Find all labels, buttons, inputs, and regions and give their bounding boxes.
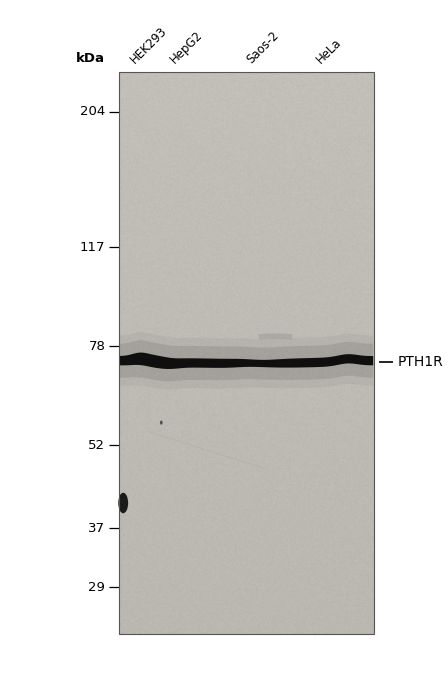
Polygon shape	[120, 340, 373, 382]
Text: kDa: kDa	[76, 52, 105, 65]
Text: Saos-2: Saos-2	[244, 29, 281, 66]
Ellipse shape	[118, 493, 128, 513]
Text: 117: 117	[80, 240, 105, 253]
Ellipse shape	[160, 421, 163, 425]
Text: HEK293: HEK293	[127, 25, 169, 66]
Polygon shape	[120, 332, 373, 390]
Text: 204: 204	[80, 105, 105, 118]
Polygon shape	[259, 334, 293, 340]
Text: PTH1R: PTH1R	[397, 356, 443, 369]
Polygon shape	[120, 353, 373, 369]
Text: 52: 52	[88, 438, 105, 451]
Text: 29: 29	[88, 581, 105, 594]
Text: 37: 37	[88, 521, 105, 534]
Bar	[119, 72, 374, 634]
Text: HeLa: HeLa	[313, 36, 344, 66]
Text: 78: 78	[88, 340, 105, 353]
Text: HepG2: HepG2	[168, 29, 205, 66]
